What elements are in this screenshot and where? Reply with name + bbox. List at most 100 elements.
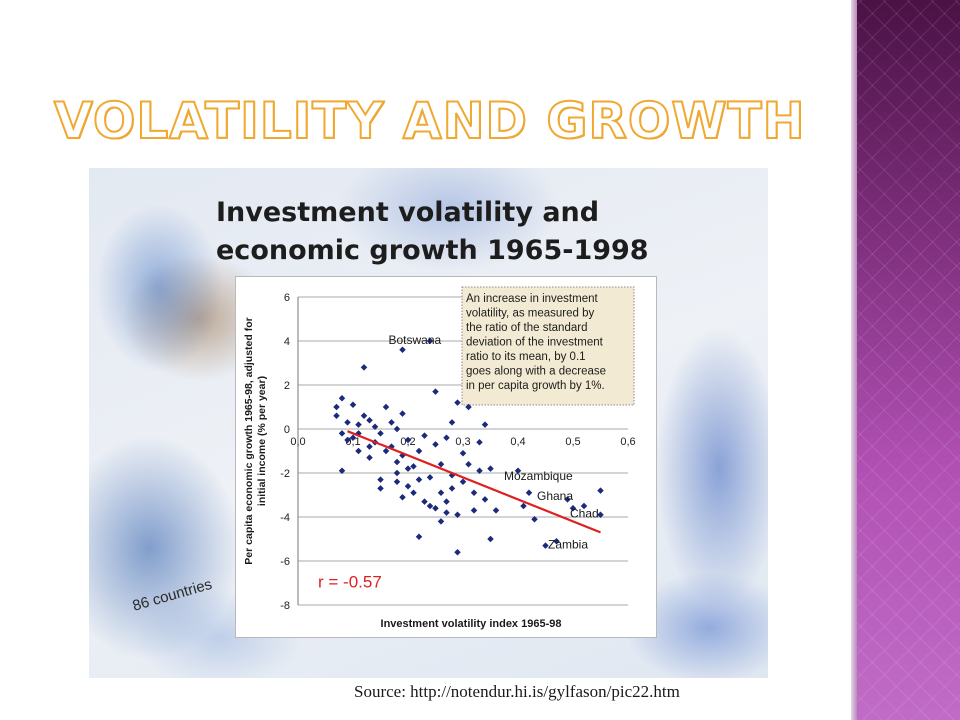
data-point — [459, 449, 467, 457]
annotation-box — [461, 286, 635, 406]
data-point — [443, 434, 450, 442]
annotation-line: in per capita growth by 1%. — [466, 380, 605, 392]
trend-line — [347, 430, 601, 534]
data-point — [481, 496, 489, 503]
y-tick-label: -8 — [280, 600, 290, 612]
data-point — [487, 535, 494, 543]
data-point — [514, 467, 522, 475]
data-point — [338, 394, 346, 402]
annotation-line: ratio to its mean, by 0.1 — [466, 351, 586, 363]
y-tick-label: 0 — [284, 424, 290, 436]
data-point — [569, 504, 577, 512]
data-point — [333, 412, 340, 420]
data-point — [410, 463, 417, 470]
data-point — [393, 425, 401, 433]
data-point — [448, 485, 456, 492]
data-point — [360, 364, 368, 371]
annotation-line: deviation of the investment — [466, 337, 604, 349]
data-point — [366, 416, 373, 424]
data-point — [393, 469, 401, 477]
data-point — [454, 548, 461, 556]
y-tick-label: 4 — [284, 336, 290, 348]
data-point — [443, 498, 450, 505]
source-citation: Source: http://notendur.hi.is/gylfason/p… — [354, 682, 680, 701]
data-point — [421, 432, 428, 439]
data-point — [338, 430, 346, 437]
data-point — [366, 454, 373, 461]
data-point — [492, 507, 500, 514]
data-point — [476, 438, 483, 446]
data-point — [421, 498, 428, 505]
data-point — [432, 441, 439, 448]
data-point — [382, 447, 390, 455]
annotation-line: volatility, as measured by — [466, 308, 595, 320]
data-point — [399, 493, 406, 501]
data-point — [525, 489, 533, 497]
data-point — [520, 502, 527, 510]
slide-title: VOLATILITY AND GROWTH — [53, 92, 806, 150]
chart-title: Investment volatility and economic growt… — [216, 194, 649, 270]
data-point — [377, 476, 384, 483]
data-point — [338, 467, 346, 475]
x-axis-label: Investment volatility index 1965-98 — [381, 618, 562, 630]
data-point — [448, 419, 456, 426]
data-point — [580, 502, 588, 510]
data-point — [410, 489, 417, 497]
data-point — [344, 419, 351, 426]
x-tick-label: 0,6 — [620, 436, 635, 448]
side-band-edge — [851, 0, 857, 720]
decorative-side-band — [857, 0, 960, 720]
y-axis-label: initial income (% per year) — [256, 376, 268, 506]
x-tick-label: 0,3 — [455, 436, 470, 448]
data-point — [454, 399, 461, 406]
data-point — [415, 476, 423, 483]
y-axis-label: Per capita economic growth 1965-98, adju… — [243, 317, 255, 564]
data-point — [404, 436, 412, 444]
data-point — [393, 478, 401, 486]
correlation-label: r = -0.57 — [318, 572, 382, 591]
data-point — [470, 489, 478, 497]
data-point — [531, 515, 538, 523]
data-point — [470, 507, 478, 514]
x-tick-label: 0,0 — [290, 436, 305, 448]
data-point — [481, 421, 489, 428]
y-tick-label: -6 — [280, 556, 290, 568]
chart-title-line-2: economic growth 1965-1998 — [216, 235, 649, 266]
data-point — [355, 421, 362, 428]
data-point — [597, 487, 604, 494]
data-point — [437, 518, 445, 525]
annotation-line: An increase in investment — [466, 293, 598, 305]
country-label: Botswana — [389, 333, 442, 347]
chart-title-line-1: Investment volatility and — [216, 197, 600, 228]
data-point — [377, 430, 384, 437]
annotation-line: the ratio of the standard — [466, 322, 587, 334]
country-label: Ghana — [537, 489, 573, 503]
data-point — [553, 537, 560, 545]
y-tick-label: 2 — [284, 380, 290, 392]
data-point — [366, 443, 373, 450]
data-point — [426, 502, 434, 510]
data-point — [349, 401, 357, 409]
data-point — [377, 485, 384, 492]
data-point — [349, 434, 357, 442]
data-point — [465, 460, 472, 468]
data-point — [426, 474, 434, 481]
country-label: Mozambique — [504, 469, 573, 483]
data-point — [454, 511, 461, 519]
data-point — [355, 447, 362, 455]
data-point — [333, 403, 340, 411]
data-point — [360, 412, 368, 420]
y-tick-label: 6 — [284, 292, 290, 304]
data-point — [399, 346, 406, 354]
data-point — [404, 465, 412, 472]
data-point — [415, 533, 423, 541]
data-point — [459, 478, 467, 486]
data-point — [404, 482, 412, 490]
country-label: Chad — [570, 507, 599, 521]
data-point — [371, 423, 379, 431]
data-point — [399, 410, 406, 417]
data-point — [432, 504, 439, 512]
data-point — [415, 447, 423, 455]
